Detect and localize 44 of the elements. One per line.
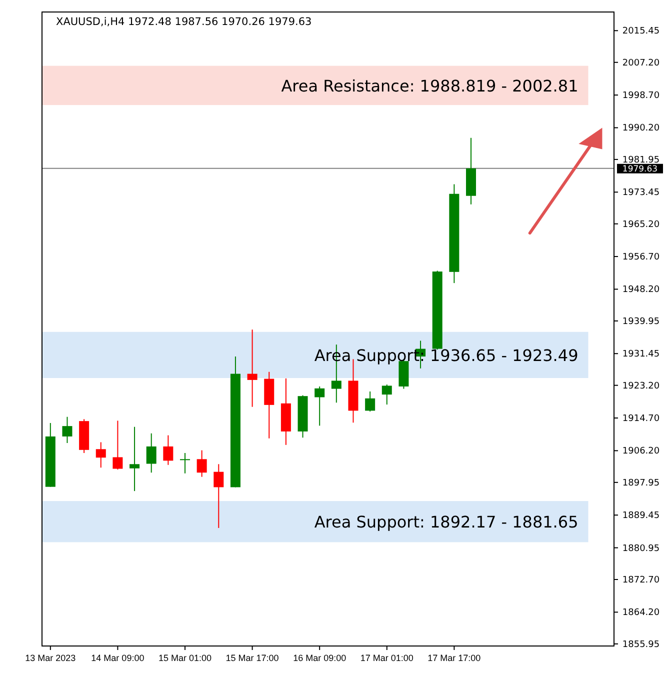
candlestick [247,329,258,408]
candlestick [163,434,174,466]
y-tick-label: 1897.95 [622,478,660,488]
candlestick [314,386,325,426]
band-label: Area Support: 1892.17 - 1881.65 [314,512,578,532]
y-tick-label: 1948.20 [622,285,660,296]
y-tick-label: 1990.20 [622,124,660,134]
y-tick-label: 1880.95 [622,544,660,554]
candlestick [96,442,106,468]
band-label: Area Resistance: 1988.819 - 2002.81 [281,76,578,96]
y-tick-label: 1939.95 [622,316,660,327]
ref-line-label: 1979.63 [622,164,658,174]
y-tick-label: 1965.20 [622,220,660,230]
candlestick [365,390,376,412]
candlestick [130,426,140,492]
y-tick-label: 1923.20 [622,381,660,392]
candlestick [196,450,207,478]
y-tick-label: 1855.95 [622,640,660,650]
y-tick-label: 1864.20 [622,608,660,618]
x-tick-label: 15 Mar 17:00 [226,653,279,663]
x-tick-label: 17 Mar 17:00 [428,653,481,663]
x-tick-label: 15 Mar 01:00 [158,653,212,663]
candlestick [180,452,190,474]
chart-title: XAUUSD,i,H4 1972.48 1987.56 1970.26 1979.63 [56,16,312,28]
x-tick-label: 14 Mar 09:00 [91,653,144,663]
candlestick [214,464,224,528]
y-tick-label: 1956.70 [622,252,660,263]
x-tick-label: 17 Mar 01:00 [360,653,414,663]
y-tick-label: 1973.45 [622,188,660,198]
candlestick [62,416,72,444]
y-tick-label: 1931.45 [622,350,660,360]
y-tick-label: 2007.20 [622,58,660,68]
y-tick-label: 1998.70 [622,91,660,102]
y-tick-label: 1872.70 [622,575,660,586]
y-tick-label: 2015.45 [622,26,660,37]
x-tick-label: 13 Mar 2023 [25,653,76,663]
y-tick-label: 1889.45 [622,511,660,522]
x-tick-label: 16 Mar 09:00 [293,653,346,663]
y-tick-label: 1914.70 [622,414,660,424]
candlestick [382,384,392,406]
y-tick-label: 1981.95 [622,155,660,166]
candlestick [112,420,123,470]
candlestick [146,432,156,474]
y-tick-label: 1906.20 [622,446,660,457]
